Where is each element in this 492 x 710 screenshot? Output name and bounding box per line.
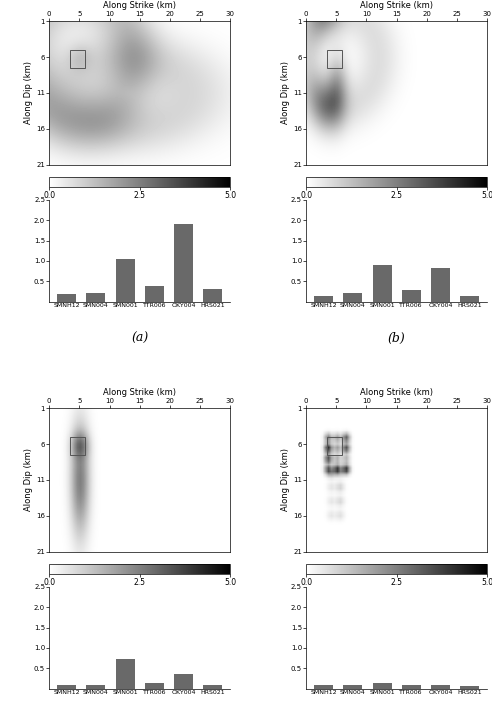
Bar (343, 293, 362, 302)
Bar (174, 224, 193, 302)
Bar (70, 50, 86, 68)
Y-axis label: Along Dip (km): Along Dip (km) (281, 62, 290, 124)
Bar (314, 296, 333, 302)
Bar (87, 293, 105, 302)
Bar (70, 437, 86, 455)
X-axis label: Along Strike (km): Along Strike (km) (360, 1, 433, 11)
Bar (460, 295, 479, 302)
Y-axis label: Along Dip (km): Along Dip (km) (24, 449, 33, 511)
Text: (b): (b) (388, 332, 405, 345)
Bar (327, 437, 342, 455)
X-axis label: Along Strike (km): Along Strike (km) (103, 388, 176, 398)
X-axis label: Along Strike (km): Along Strike (km) (103, 1, 176, 11)
Bar (57, 295, 76, 302)
Bar (314, 685, 333, 689)
Bar (343, 685, 362, 689)
Bar (460, 686, 479, 689)
Text: (a): (a) (131, 332, 148, 345)
Bar (57, 684, 76, 689)
Bar (372, 265, 392, 302)
Bar (145, 286, 164, 302)
Bar (174, 674, 193, 689)
Bar (431, 684, 450, 689)
Bar (116, 660, 135, 689)
Bar (145, 682, 164, 689)
Y-axis label: Along Dip (km): Along Dip (km) (24, 62, 33, 124)
Bar (401, 290, 421, 302)
Bar (203, 685, 222, 689)
Bar (401, 685, 421, 689)
Bar (87, 684, 105, 689)
Bar (116, 259, 135, 302)
Bar (372, 682, 392, 689)
X-axis label: Along Strike (km): Along Strike (km) (360, 388, 433, 398)
Y-axis label: Along Dip (km): Along Dip (km) (281, 449, 290, 511)
Bar (327, 50, 342, 68)
Bar (203, 289, 222, 302)
Bar (431, 268, 450, 302)
